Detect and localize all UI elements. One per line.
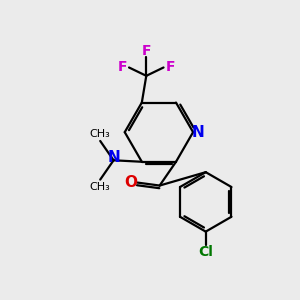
Text: N: N: [192, 125, 205, 140]
Text: O: O: [124, 175, 137, 190]
Text: CH₃: CH₃: [89, 182, 110, 192]
Text: Cl: Cl: [198, 245, 213, 259]
Text: F: F: [142, 44, 151, 58]
Text: N: N: [107, 150, 120, 165]
Text: F: F: [118, 61, 127, 74]
Text: CH₃: CH₃: [89, 128, 110, 139]
Text: F: F: [165, 61, 175, 74]
